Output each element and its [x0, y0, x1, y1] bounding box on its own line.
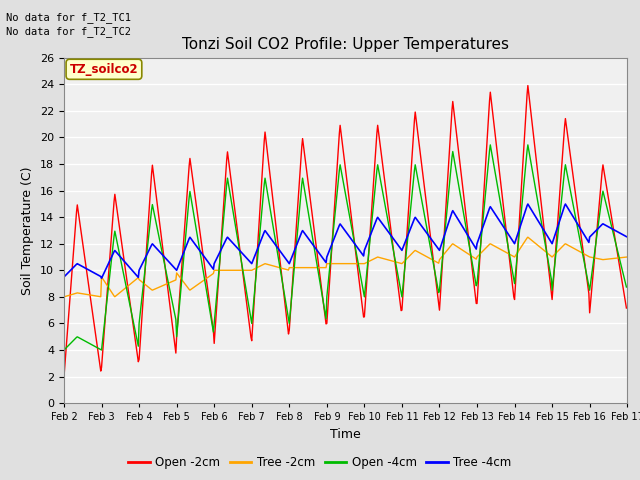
Text: TZ_soilco2: TZ_soilco2 [70, 63, 138, 76]
X-axis label: Time: Time [330, 428, 361, 441]
Text: No data for f_T2_TC2: No data for f_T2_TC2 [6, 26, 131, 37]
Y-axis label: Soil Temperature (C): Soil Temperature (C) [22, 166, 35, 295]
Legend: Open -2cm, Tree -2cm, Open -4cm, Tree -4cm: Open -2cm, Tree -2cm, Open -4cm, Tree -4… [124, 452, 516, 474]
Title: Tonzi Soil CO2 Profile: Upper Temperatures: Tonzi Soil CO2 Profile: Upper Temperatur… [182, 37, 509, 52]
Text: No data for f_T2_TC1: No data for f_T2_TC1 [6, 12, 131, 23]
